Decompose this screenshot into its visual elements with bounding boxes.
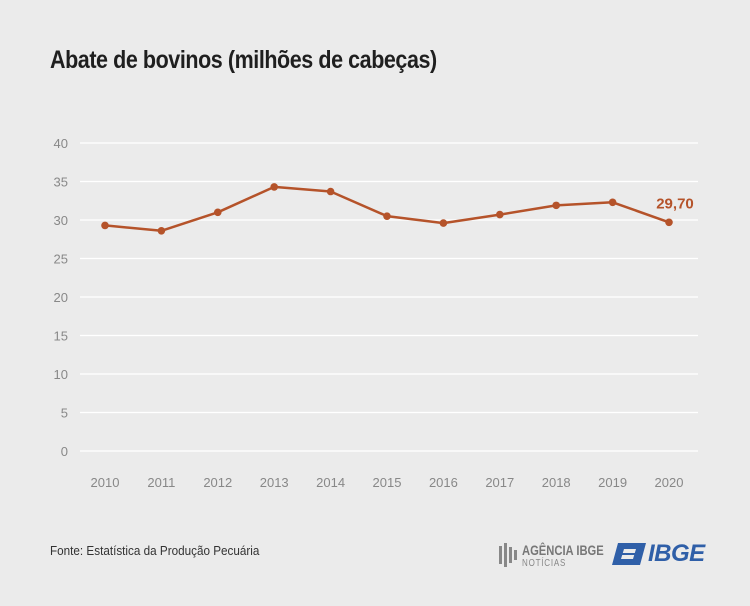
agencia-sub: NOTÍCIAS [522,558,567,569]
data-label: 29,70 [656,195,694,212]
series-line [104,185,670,233]
y-tick-label: 15 [54,329,68,344]
y-axis-ticks: 0 5 10 15 20 25 30 35 40 [54,136,68,459]
data-point [101,221,109,230]
x-tick-label: 2010 [91,475,120,490]
x-tick-label: 2020 [655,475,684,490]
x-tick-label: 2016 [429,475,458,490]
y-tick-label: 35 [54,175,68,190]
x-tick-label: 2015 [373,475,402,490]
data-point [326,187,335,196]
data-point [496,210,504,219]
data-point [214,208,222,217]
y-tick-label: 40 [54,136,68,151]
y-tick-label: 10 [54,367,68,382]
ibge-brand: IBGE [648,540,705,567]
y-tick-label: 20 [54,290,68,305]
ibge-logo: IBGE [612,540,712,568]
data-point [270,183,279,191]
x-axis-ticks: 2010 2011 2012 2013 2014 2015 2016 2017 2018 2019… [91,475,684,490]
agencia-mark-icon [499,543,517,567]
data-point [383,212,391,220]
source-note: Fonte: Estatística da Produção Pecuária [50,543,260,558]
data-point [439,219,448,227]
x-tick-label: 2013 [260,475,289,490]
x-tick-label: 2012 [203,475,232,490]
y-tick-label: 25 [54,252,68,267]
data-point [157,226,166,235]
chart-title: Abate de bovinos (milhões de cabeças) [50,46,437,74]
data-point [608,198,617,207]
data-point [665,218,673,227]
x-tick-label: 2014 [316,475,345,490]
x-tick-label: 2018 [542,475,571,490]
y-tick-label: 5 [61,406,68,421]
agencia-ibge-logo: AGÊNCIA IBGE NOTÍCIAS [498,540,604,570]
x-tick-label: 2017 [485,475,514,490]
y-tick-label: 30 [54,213,68,228]
ibge-mark-icon [612,543,646,565]
agencia-brand: AGÊNCIA IBGE [522,542,604,558]
data-point [552,201,560,210]
x-tick-label: 2011 [147,475,175,490]
annotations: 29,70 [656,195,694,212]
series-group [101,183,673,235]
x-tick-label: 2019 [598,475,627,490]
y-tick-label: 0 [61,444,68,459]
gridlines [80,142,698,452]
